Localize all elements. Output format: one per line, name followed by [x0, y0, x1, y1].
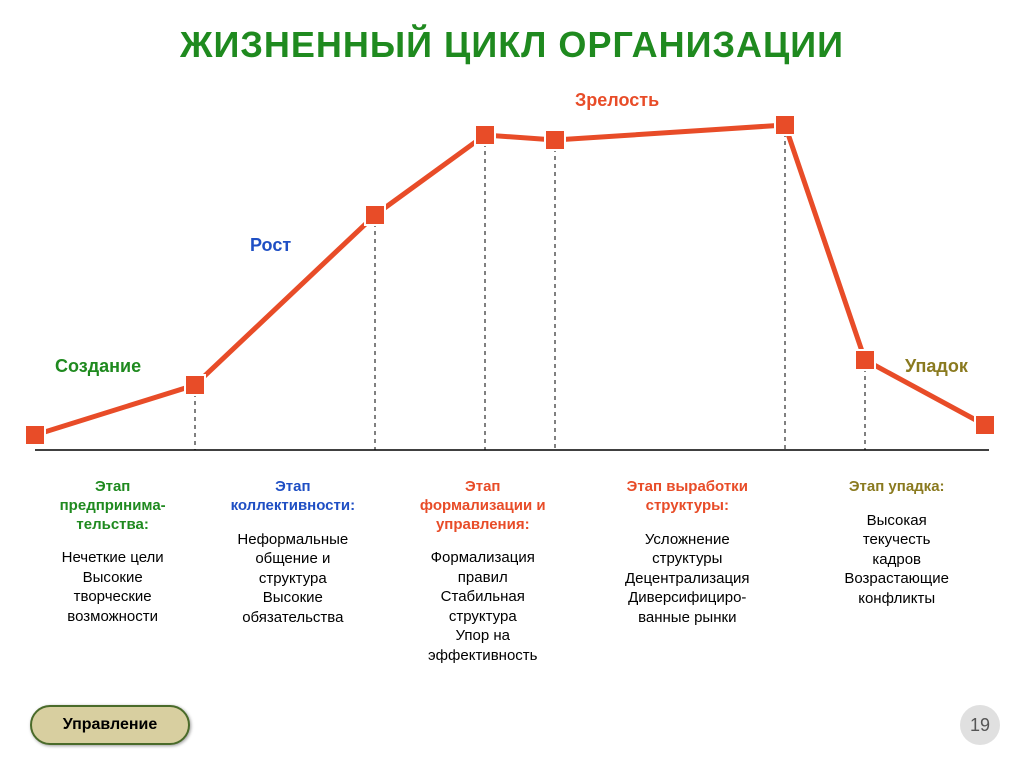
stage-column-header: Этап выработкиструктуры:	[627, 478, 748, 516]
stage-column: Этап выработкиструктуры: Усложнениеструкт…	[580, 478, 794, 665]
stage-column-header: Этаппредпринима-тельства:	[60, 478, 166, 534]
stage-column-body: ВысокаятекучестькадровВозрастающиеконфли…	[844, 511, 949, 609]
stage-column-header: Этапформализации иуправления:	[420, 478, 546, 534]
stage-column-header: Этап упадка:	[849, 478, 945, 497]
stage-column: Этаппредпринима-тельства: Нечеткие целиВы…	[25, 478, 200, 665]
footer-badge: Управление	[30, 705, 190, 745]
stage-column-header: Этапколлективности:	[231, 478, 356, 516]
footer-badge-label: Управление	[63, 716, 158, 734]
lifecycle-chart: Создание Рост Зрелость Упадок	[25, 80, 999, 465]
chart-svg	[25, 80, 999, 465]
stage-column-body: Нечеткие целиВысокиетворческиевозможност…	[62, 548, 164, 626]
stage-label: Упадок	[905, 356, 968, 377]
stage-column: Этапколлективности: Неформальныеобщение и…	[200, 478, 385, 665]
stage-column-body: УсложнениеструктурыДецентрализацияДиверс…	[625, 530, 750, 628]
stage-label: Рост	[250, 235, 291, 256]
stage-column-body: ФормализацияправилСтабильнаяструктураУпо…	[428, 548, 537, 665]
stage-label: Зрелость	[575, 90, 659, 111]
stage-column-body: Неформальныеобщение иструктураВысокиеобя…	[237, 530, 348, 628]
page-title: ЖИЗНЕННЫЙ ЦИКЛ ОРГАНИЗАЦИИ	[0, 24, 1024, 66]
stage-column: Этап упадка: ВысокаятекучестькадровВозрас…	[794, 478, 999, 665]
stage-label: Создание	[55, 356, 141, 377]
stage-columns: Этаппредпринима-тельства: Нечеткие целиВы…	[25, 478, 999, 665]
page-root: { "title": { "text": "ЖИЗНЕННЫЙ ЦИКЛ ОРГ…	[0, 0, 1024, 767]
page-number: 19	[960, 705, 1000, 745]
stage-column: Этапформализации иуправления: Формализаци…	[385, 478, 580, 665]
